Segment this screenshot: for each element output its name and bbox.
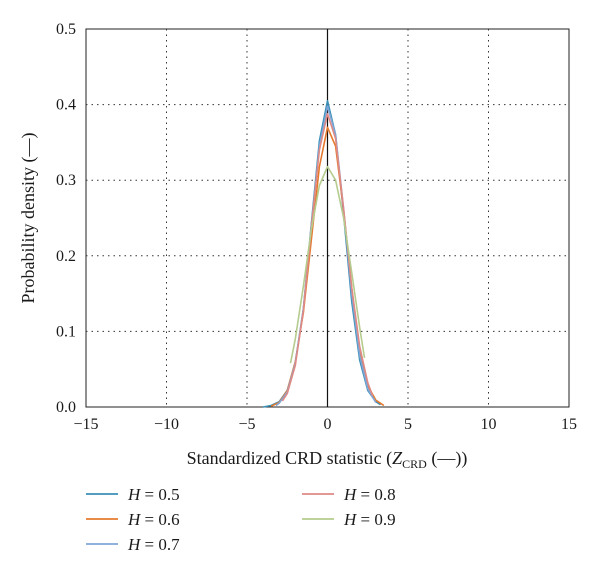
x-tick-label: 10 (481, 416, 497, 433)
y-tick-labels: 0.0 0.1 0.2 0.3 0.4 0.5 (56, 21, 76, 416)
x-tick-labels: −15 −10 −5 0 5 10 15 (73, 416, 577, 433)
y-tick-label: 0.0 (56, 399, 76, 416)
legend-label-2: H = 0.6 (127, 510, 180, 529)
legend-label-4: H = 0.8 (343, 485, 396, 504)
series-line-5 (289, 165, 366, 364)
y-tick-label: 0.4 (56, 97, 76, 114)
x-axis-label-sub: CRD (402, 457, 427, 471)
x-tick-label: −5 (238, 416, 255, 433)
x-tick-label: 0 (324, 416, 332, 433)
legend-label-3: H = 0.7 (127, 535, 180, 554)
series-group (262, 100, 385, 408)
y-tick-label: 0.1 (56, 323, 76, 340)
x-tick-label: 5 (404, 416, 412, 433)
y-tick-label: 0.3 (56, 172, 76, 189)
x-tick-label: −15 (73, 416, 98, 433)
x-axis-label-suffix: (—)) (427, 448, 467, 469)
y-axis-label: Probability density (—) (18, 133, 39, 304)
legend: H = 0.5 H = 0.6 H = 0.7 H = 0.8 H = 0.9 (86, 485, 396, 554)
y-tick-label: 0.2 (56, 248, 76, 265)
x-tick-label: −10 (154, 416, 179, 433)
legend-label-5: H = 0.9 (343, 510, 396, 529)
grid (86, 29, 569, 407)
x-axis-label-var: Z (392, 448, 403, 468)
x-axis-label: Standardized CRD statistic (ZCRD (—)) (187, 448, 468, 471)
x-tick-label: 15 (561, 416, 577, 433)
y-tick-label: 0.5 (56, 21, 76, 38)
legend-label-1: H = 0.5 (127, 485, 180, 504)
series-line-4 (281, 112, 374, 402)
x-axis-label-prefix: Standardized CRD statistic ( (187, 448, 392, 469)
